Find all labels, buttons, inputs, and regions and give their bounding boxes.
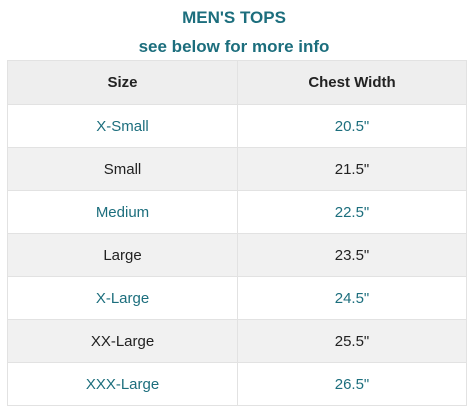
table-row: Small 21.5" bbox=[7, 147, 467, 191]
size-cell: X-Small bbox=[7, 104, 238, 148]
column-header-size: Size bbox=[7, 60, 238, 105]
table-row: XXX-Large 26.5" bbox=[7, 362, 467, 406]
size-table: Size Chest Width X-Small 20.5" Small 21.… bbox=[7, 60, 467, 406]
size-cell: X-Large bbox=[7, 276, 238, 320]
size-cell: Small bbox=[7, 147, 238, 191]
chest-width-cell: 26.5" bbox=[237, 362, 467, 406]
chest-width-cell: 20.5" bbox=[237, 104, 467, 148]
chest-width-cell: 21.5" bbox=[237, 147, 467, 191]
table-row: Large 23.5" bbox=[7, 233, 467, 277]
table-row: XX-Large 25.5" bbox=[7, 319, 467, 363]
chest-width-cell: 23.5" bbox=[237, 233, 467, 277]
size-cell: XXX-Large bbox=[7, 362, 238, 406]
column-header-chest-width: Chest Width bbox=[237, 60, 467, 105]
chest-width-cell: 24.5" bbox=[237, 276, 467, 320]
size-cell: XX-Large bbox=[7, 319, 238, 363]
table-header-row: Size Chest Width bbox=[7, 60, 467, 105]
size-cell: Medium bbox=[7, 190, 238, 234]
table-row: X-Small 20.5" bbox=[7, 104, 467, 148]
table-row: Medium 22.5" bbox=[7, 190, 467, 234]
page-title: MEN'S TOPS bbox=[182, 8, 286, 27]
chest-width-cell: 22.5" bbox=[237, 190, 467, 234]
page-subtitle: see below for more info bbox=[138, 37, 330, 56]
chest-width-cell: 25.5" bbox=[237, 319, 467, 363]
size-cell: Large bbox=[7, 233, 238, 277]
table-row: X-Large 24.5" bbox=[7, 276, 467, 320]
